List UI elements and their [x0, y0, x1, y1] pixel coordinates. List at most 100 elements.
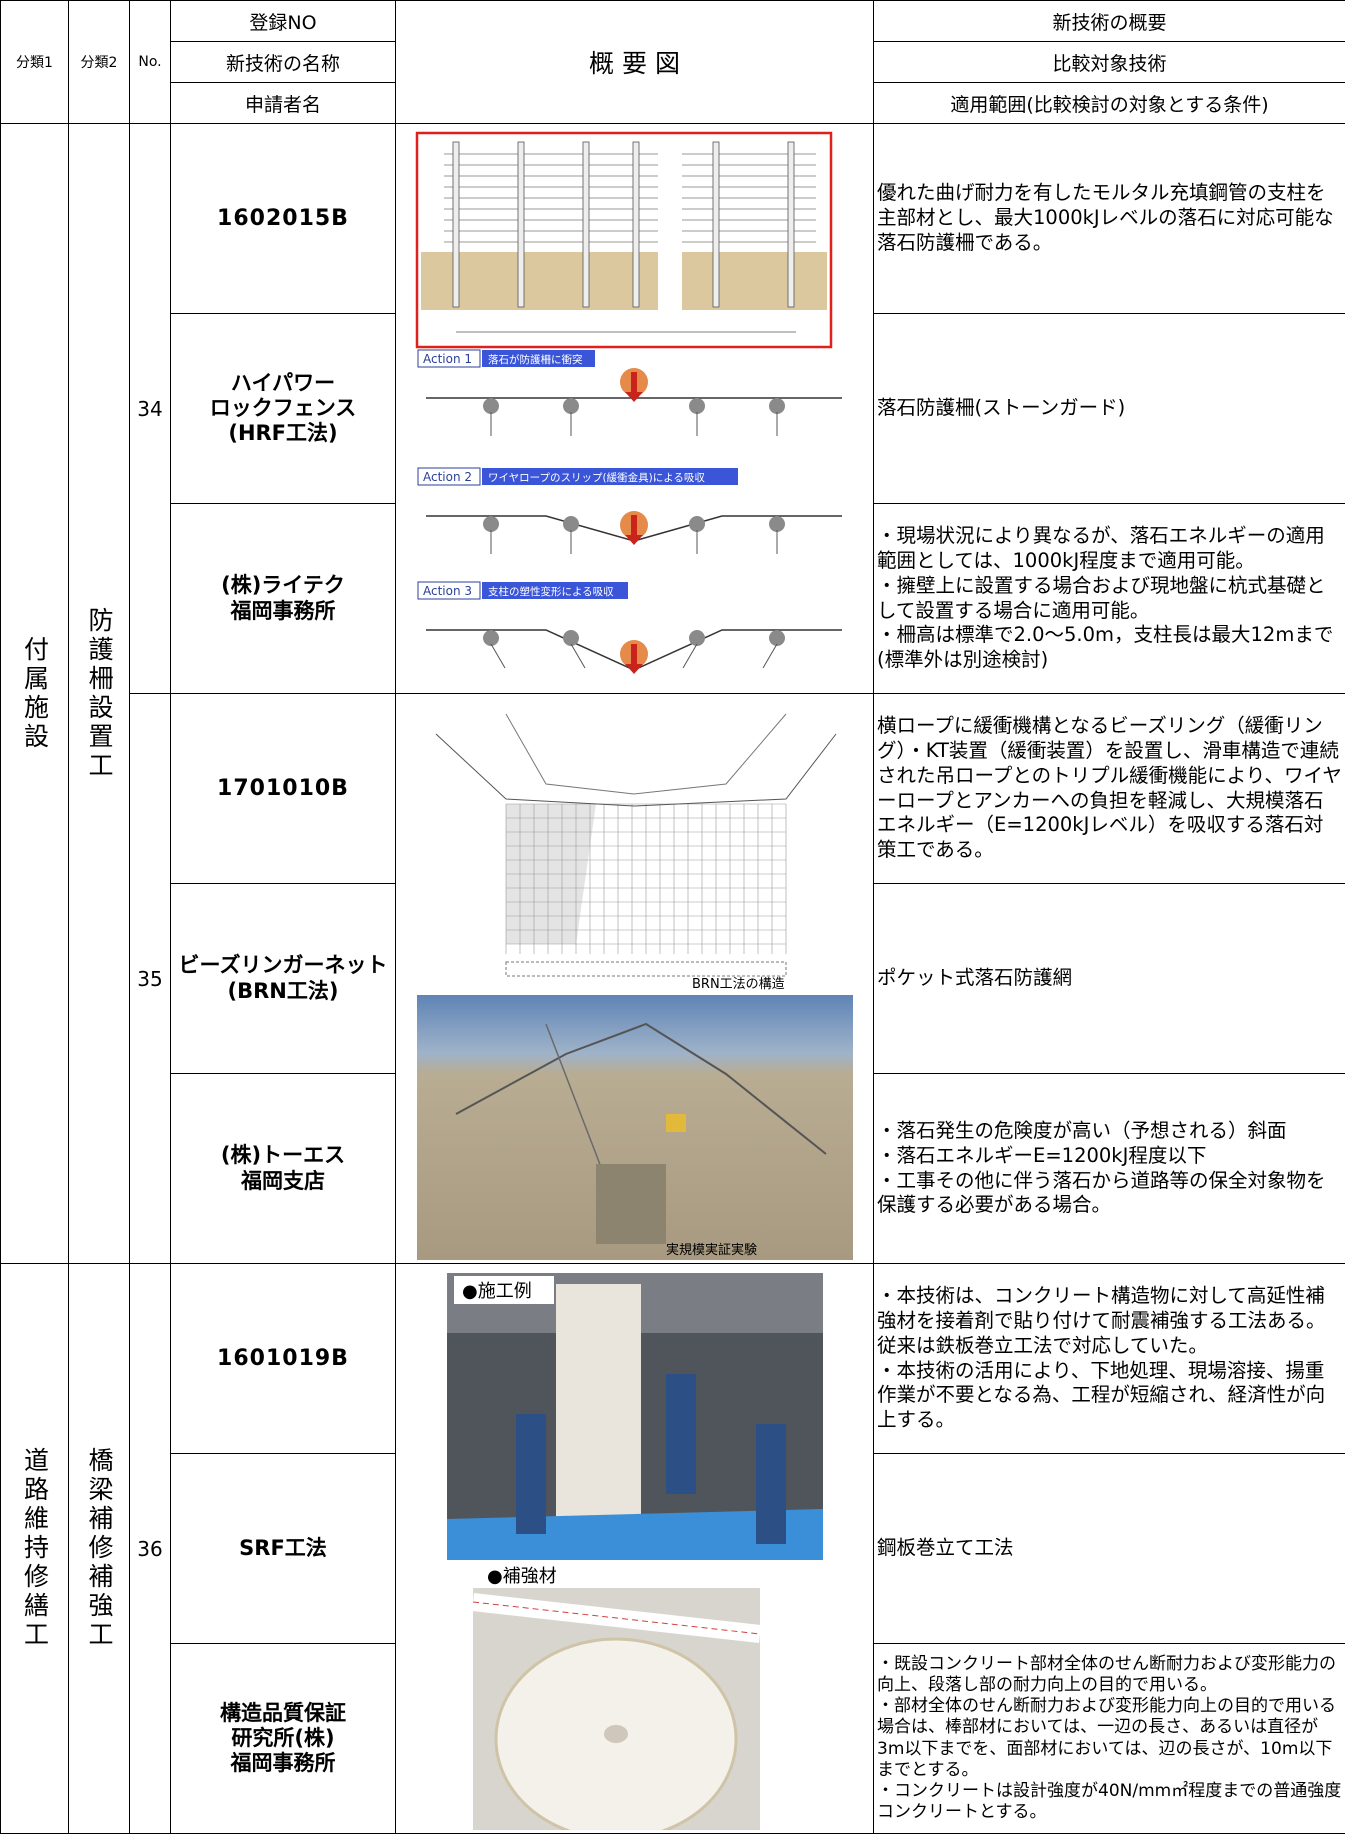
applicant-line: 福岡支店 [241, 1168, 325, 1193]
header-reg-no: 登録NO [170, 0, 396, 42]
arrow-head [625, 535, 643, 545]
body-row: (株)トーエス 福岡支店 ・落石発生の危険度が高い（予想される）斜面 ・落石エネルギー… [1, 1073, 1345, 1264]
photo-column [556, 1284, 641, 1534]
header-cat2: 分類2 [68, 0, 130, 124]
overview-cell: 優れた曲げ耐力を有したモルタル充填鋼管の支柱を主部材とし、最大1000kJレベル… [873, 123, 1345, 314]
scope-para: ・コンクリートは設計強度が40N/mm㎡程度までの普通強度コンクリートとする。 [877, 1781, 1342, 1823]
action-label: Action 1 [423, 352, 472, 366]
post [490, 643, 506, 669]
comparison-cell: 鋼板巻立て工法 [873, 1453, 1345, 1644]
arrow [631, 515, 637, 537]
name-line: ハイパワー [230, 370, 336, 395]
name-cell: ハイパワー ロックフェンス (HRF工法) [170, 313, 396, 504]
applicant-line: 構造品質保証 [220, 1700, 346, 1725]
post-head [769, 516, 785, 532]
base [505, 961, 787, 977]
post-head [563, 630, 579, 646]
scope-para: ・工事その他に伴う落石から道路等の保全対象物を保護する必要がある場合。 [877, 1168, 1326, 1217]
action-text: 落石が防護柵に衝突 [488, 353, 583, 366]
scope-cell: ・落石発生の危険度が高い（予想される）斜面 ・落石エネルギーE=1200kJ程度以… [873, 1073, 1345, 1264]
name-line: ビーズリンガーネット [178, 953, 388, 978]
name-line: (BRN工法) [227, 978, 339, 1003]
photo-worker [516, 1414, 546, 1534]
header-name: 新技術の名称 [170, 41, 396, 83]
header-overview: 新技術の概要 [873, 0, 1345, 42]
post [762, 643, 778, 669]
arrow [631, 644, 637, 666]
cat1-text: 道路維持修繕工 [20, 1447, 50, 1650]
post-head [563, 398, 579, 414]
comparison-cell: 落石防護柵(ストーンガード) [873, 313, 1345, 504]
photo-worker [666, 1374, 696, 1494]
fence-post [787, 141, 795, 308]
header-diagram: 概 要 図 [395, 0, 874, 124]
action-label-box [417, 349, 481, 368]
caption: ●施工例 [462, 1281, 532, 1302]
post-head [689, 516, 705, 532]
photo-tape-line [472, 1601, 761, 1635]
applicant-line: 研究所(株) [231, 1725, 335, 1750]
cat2-text: 橋梁補修補強工 [85, 1447, 114, 1650]
fence-post [632, 141, 640, 308]
rope [435, 733, 837, 807]
applicant-cell: (株)ライテク 福岡事務所 [170, 503, 396, 694]
comparison-para: 鋼板巻立て工法 [877, 1536, 1014, 1560]
post-head [689, 630, 705, 646]
scope-cell: ・既設コンクリート部材全体のせん断耐力および変形能力の向上、段落し部の耐力向上の… [873, 1643, 1345, 1834]
scope-para: ・柵高は標準で2.0～5.0m，支柱長は最大12mまで(標準外は別途検討) [877, 623, 1334, 672]
scope-para: ・落石発生の危険度が高い（予想される）斜面 [877, 1118, 1287, 1142]
reg-no-cell: 1602015B [170, 123, 396, 314]
action-text-box [482, 468, 738, 485]
scope-para: ・部材全体のせん断耐力および変形能力向上の目的で用いる場合は、棒部材においては、… [877, 1696, 1336, 1780]
diagram-frame [415, 131, 833, 349]
overview-cell: ・本技術は、コンクリート構造物に対して高延性補強材を接着剤で貼り付けて耐震補強す… [873, 1263, 1345, 1454]
caption: 実規模実証実験 [666, 1242, 757, 1258]
photo-roll-hole [604, 1725, 628, 1743]
post [682, 643, 698, 669]
diagram-cell: BRN工法の構造 実規模実証実験 [395, 693, 874, 1264]
caption-box [454, 1276, 554, 1304]
cat2-text: 防護柵設置工 [85, 606, 114, 781]
arrow-head [625, 392, 643, 402]
overview-para: 横ロープに緩衝機構となるビーズリング（緩衝リング）・KT装置（緩衝装置）を設置し… [877, 713, 1342, 862]
action-label: Action 3 [423, 584, 472, 598]
body-row: ビーズリンガーネット (BRN工法) ポケット式落石防護網 [1, 883, 1345, 1074]
action-label-box [417, 581, 481, 600]
header-comparison: 比較対象技術 [873, 41, 1345, 83]
applicant-line: (株)ライテク [221, 573, 345, 598]
header-row: 新技術の名称 比較対象技術 [1, 41, 1345, 83]
applicant-cell: 構造品質保証 研究所(株) 福岡事務所 [170, 1643, 396, 1834]
photo-net [455, 1022, 827, 1155]
applicant-cell: (株)トーエス 福岡支店 [170, 1073, 396, 1264]
comparison-para: ポケット式落石防護網 [877, 966, 1073, 990]
reg-no-cell: 1601019B [170, 1263, 396, 1454]
diagram: ●施工例 ●補強材 [447, 1273, 823, 1830]
no-cell: 35 [129, 693, 171, 1264]
body-row: 道路維持修繕工 橋梁補修補強工 36 1601019B ●施工例 ●補強材 ・本技術は、コン… [0, 1263, 1345, 1834]
body-row: 構造品質保証 研究所(株) 福岡事務所 ・既設コンクリート部材全体のせん断耐力および変… [1, 1643, 1345, 1834]
header-no: No. [129, 0, 171, 124]
cat2-cell: 橋梁補修補強工 [68, 1263, 130, 1834]
cat2-cell: 防護柵設置工 [68, 123, 130, 1264]
fence-post [452, 141, 460, 308]
applicant-line: 福岡事務所 [230, 598, 336, 623]
post-head [769, 630, 785, 646]
photo-worker [756, 1424, 786, 1544]
scope-para: ・現場状況により異なるが、落石エネルギーの適用範囲としては、1000kJ程度まで… [877, 523, 1325, 572]
body-row: 付属施設 防護柵設置工 34 1602015B Action 1 落石が防護柵に衝突 Act… [0, 123, 1345, 1264]
fence-post [582, 141, 590, 308]
cat1-cell: 道路維持修繕工 [0, 1263, 69, 1834]
name-cell: ビーズリンガーネット (BRN工法) [170, 883, 396, 1074]
post-head [769, 398, 785, 414]
name-cell: SRF工法 [170, 1453, 396, 1644]
action-text-box [482, 350, 595, 367]
name-line: (HRF工法) [228, 421, 338, 446]
post-head [483, 398, 499, 414]
cat1-cell: 付属施設 [0, 123, 69, 1264]
post-head [483, 516, 499, 532]
applicant-line: (株)トーエス [220, 1143, 346, 1168]
action-text: 支柱の塑性変形による吸収 [488, 585, 614, 598]
photo-box [666, 1114, 686, 1132]
